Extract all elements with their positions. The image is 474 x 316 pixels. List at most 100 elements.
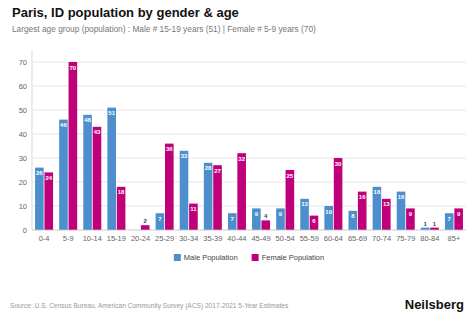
bar	[189, 204, 198, 230]
data-labels: 2646485173328799131081816172470431823611…	[36, 65, 461, 227]
bar	[141, 225, 150, 230]
bar	[204, 163, 213, 230]
grid	[32, 62, 466, 230]
data-label: 9	[279, 211, 283, 217]
data-label: 43	[94, 129, 101, 135]
data-label: 8	[351, 213, 355, 219]
bar	[276, 208, 285, 230]
bar	[397, 192, 406, 230]
x-tick-label: 60-64	[324, 234, 343, 243]
bar	[180, 151, 189, 230]
y-tick-label: 0	[23, 226, 27, 235]
grid-line	[32, 230, 466, 231]
bar	[228, 213, 237, 230]
legend: Male PopulationFemale Population	[174, 253, 324, 262]
bar	[213, 165, 222, 230]
subtitle: Largest age group (population) : Male # …	[12, 24, 316, 34]
data-label: 2	[144, 218, 148, 224]
bar	[44, 172, 53, 230]
x-tick-label: 80-84	[420, 234, 439, 243]
bar	[93, 127, 102, 230]
legend-label: Female Population	[262, 253, 325, 262]
data-label: 7	[231, 216, 235, 222]
x-tick-label: 75-79	[396, 234, 415, 243]
bar	[83, 115, 92, 230]
bar	[310, 216, 319, 230]
data-label: 9	[457, 211, 461, 217]
y-tick-label: 20	[19, 178, 27, 187]
y-tick-label: 60	[19, 82, 27, 91]
data-label: 16	[398, 194, 405, 200]
bar	[334, 158, 343, 230]
data-label: 13	[383, 201, 390, 207]
bar	[445, 213, 454, 230]
bar	[286, 170, 295, 230]
bar	[69, 62, 78, 230]
data-label: 36	[166, 146, 173, 152]
data-label: 18	[118, 189, 125, 195]
bar	[430, 228, 439, 230]
data-label: 6	[312, 218, 316, 224]
legend-swatch	[174, 254, 181, 261]
branding: Neilsberg	[405, 297, 464, 312]
data-label: 11	[190, 206, 197, 212]
bar	[421, 228, 430, 230]
source: Source: U.S. Census Bureau, American Com…	[10, 302, 289, 310]
bar	[300, 199, 309, 230]
data-label: 32	[238, 156, 245, 162]
data-label: 51	[108, 110, 115, 116]
y-tick-label: 70	[19, 58, 27, 67]
bar	[406, 208, 415, 230]
x-tick-label: 65-69	[348, 234, 367, 243]
x-tick-label: 5-9	[63, 234, 74, 243]
x-tick-label: 45-49	[251, 234, 270, 243]
data-label: 13	[301, 201, 308, 207]
legend-swatch	[252, 254, 259, 261]
bar	[252, 208, 261, 230]
data-label: 9	[255, 211, 259, 217]
bar	[348, 211, 357, 230]
bar	[261, 220, 270, 230]
bar	[117, 187, 126, 230]
data-label: 16	[359, 194, 366, 200]
y-tick-label: 10	[19, 202, 27, 211]
bar	[35, 168, 44, 230]
chart: Paris, ID population by gender & age Larg…	[0, 0, 474, 316]
bar	[358, 192, 367, 230]
data-label: 33	[181, 153, 188, 159]
x-tick-label: 0-4	[39, 234, 50, 243]
data-label: 26	[36, 170, 43, 176]
grid-line	[32, 86, 466, 87]
data-label: 28	[205, 165, 212, 171]
bar	[165, 144, 174, 230]
data-label: 70	[70, 65, 77, 71]
x-tick-label: 30-34	[179, 234, 198, 243]
data-label: 18	[374, 189, 381, 195]
bar	[382, 199, 391, 230]
bar	[107, 108, 116, 230]
x-tick-label: 85+	[448, 234, 461, 243]
grid-line	[32, 62, 466, 63]
x-tick-label: 35-39	[203, 234, 222, 243]
data-label: 25	[287, 173, 294, 179]
x-tick-label: 55-59	[300, 234, 319, 243]
x-tick-label: 25-29	[155, 234, 174, 243]
title: Paris, ID population by gender & age	[12, 5, 239, 20]
data-label: 1	[433, 221, 437, 227]
x-tick-label: 10-14	[83, 234, 102, 243]
bar	[454, 208, 463, 230]
grid-line	[32, 110, 466, 111]
x-tick-label: 15-19	[107, 234, 126, 243]
bar	[59, 120, 68, 230]
y-tick-label: 40	[19, 130, 27, 139]
data-label: 1	[423, 221, 427, 227]
data-label: 24	[45, 175, 52, 181]
bar	[156, 213, 165, 230]
x-tick-label: 50-54	[276, 234, 295, 243]
x-tick-label: 20-24	[131, 234, 150, 243]
bar	[237, 153, 246, 230]
y-tick-label: 50	[19, 106, 27, 115]
data-label: 4	[264, 213, 268, 219]
data-label: 48	[84, 117, 91, 123]
x-axis-line	[32, 230, 466, 231]
